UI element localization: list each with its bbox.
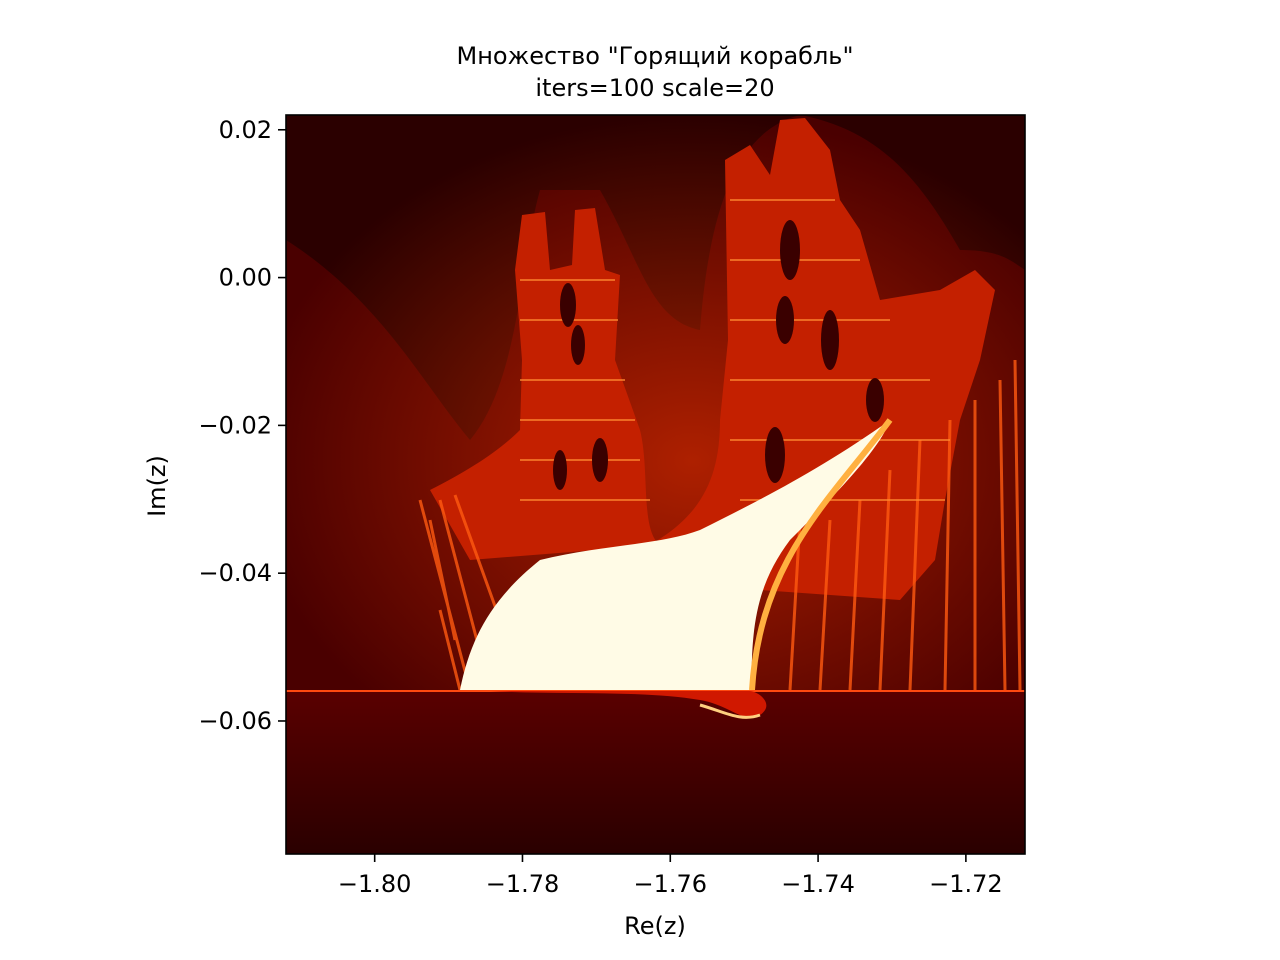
y-tick-label: 0.00 xyxy=(219,264,272,292)
lower-tail-highlight xyxy=(699,703,761,719)
y-tick-label: −0.04 xyxy=(198,559,272,587)
x-tick-label: −1.80 xyxy=(338,870,412,898)
y-axis-label: Im(z) xyxy=(143,455,171,517)
chart-subtitle: iters=100 scale=20 xyxy=(535,74,774,102)
plot-frame xyxy=(285,114,1026,855)
y-axis-ticks: 0.02 0.00 −0.02 −0.04 −0.06 xyxy=(198,116,286,735)
fractal-core xyxy=(460,420,890,690)
x-tick-label: −1.76 xyxy=(634,870,708,898)
x-tick-label: −1.74 xyxy=(781,870,855,898)
x-axis-label: Re(z) xyxy=(624,912,686,940)
fractal-core-edge xyxy=(749,418,893,691)
fractal-holes xyxy=(553,220,884,490)
fractal-right-towers xyxy=(640,118,995,600)
x-axis-ticks: −1.80 −1.78 −1.76 −1.74 −1.72 xyxy=(338,854,1003,898)
fractal-filaments-right xyxy=(788,359,1022,691)
y-tick-label: −0.02 xyxy=(198,411,272,439)
lower-region xyxy=(286,691,1025,854)
y-tick-label: 0.02 xyxy=(219,116,272,144)
chart-title: Множество "Горящий корабль" xyxy=(456,42,853,70)
y-tick-label: −0.06 xyxy=(198,707,272,735)
lower-tail xyxy=(490,691,767,718)
x-tick-label: −1.78 xyxy=(486,870,560,898)
fractal-filaments-left xyxy=(418,494,502,691)
heatmap-image xyxy=(286,115,1025,854)
x-tick-label: −1.72 xyxy=(929,870,1003,898)
